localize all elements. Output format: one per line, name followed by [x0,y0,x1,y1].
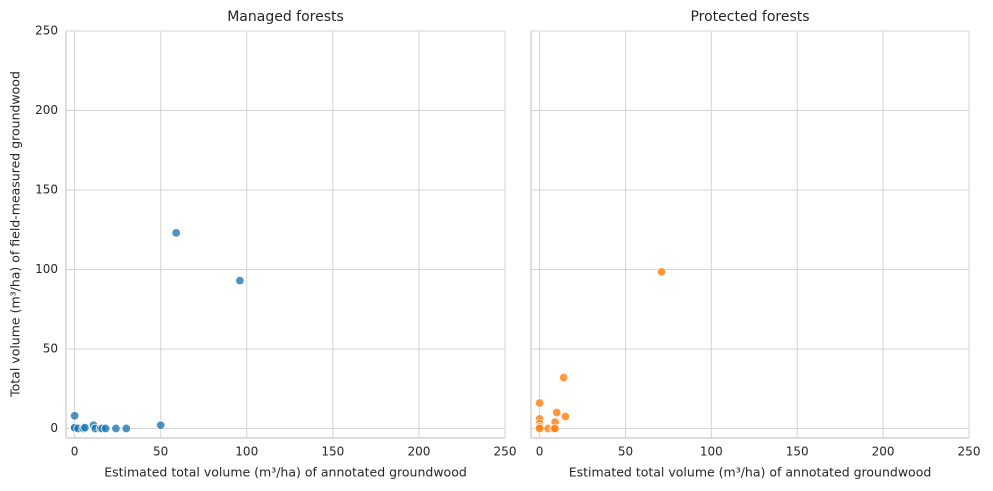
point [80,422,90,433]
x-tick-label: 200 [872,445,895,459]
x-tick-label: 250 [494,445,517,459]
y-tick-label: 250 [35,24,58,38]
point [534,398,545,408]
point [534,423,545,434]
point [656,267,667,277]
x-axis-label: Estimated total volume (m³/ha) of annota… [104,465,467,480]
y-tick-label: 100 [35,262,58,276]
point [100,423,111,434]
panel-title: Managed forests [227,9,344,25]
x-tick-label: 100 [235,445,258,459]
panel-title: Protected forests [690,9,809,25]
point [155,420,166,430]
point [235,275,245,286]
y-tick-label: 150 [35,182,58,196]
y-tick-label: 200 [35,103,58,117]
point [550,423,560,434]
y-tick-label: 0 [50,421,58,435]
point [560,411,571,422]
point [558,372,569,383]
x-tick-label: 100 [700,445,723,459]
point [121,423,131,434]
x-tick-label: 0 [536,445,544,459]
x-tick-label: 250 [958,445,981,459]
point [69,411,80,421]
x-tick-label: 0 [71,445,79,459]
point [111,423,121,434]
x-tick-label: 150 [786,445,809,459]
x-tick-label: 200 [407,445,430,459]
point [171,228,181,238]
y-tick-label: 50 [43,341,58,355]
x-tick-label: 150 [321,445,344,459]
point [552,407,562,418]
x-tick-label: 50 [618,445,633,459]
x-tick-label: 50 [153,445,168,459]
y-axis-label: Total volume (m³/ha) of field-measured g… [8,71,23,398]
x-axis-label: Estimated total volume (m³/ha) of annota… [569,465,932,480]
